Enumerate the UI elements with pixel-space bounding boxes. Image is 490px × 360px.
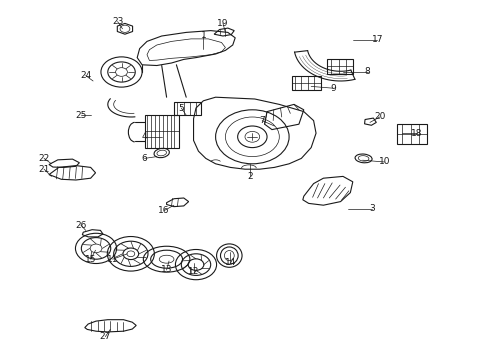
- Text: 1: 1: [200, 31, 206, 40]
- Text: 13: 13: [161, 266, 172, 274]
- Text: 24: 24: [80, 71, 91, 80]
- Text: 21: 21: [38, 165, 50, 174]
- Text: 26: 26: [75, 220, 87, 230]
- Bar: [145, 115, 179, 148]
- Text: 23: 23: [112, 17, 123, 26]
- Text: 7: 7: [259, 116, 265, 125]
- Text: 25: 25: [75, 111, 87, 120]
- Text: 22: 22: [39, 154, 49, 163]
- Text: 19: 19: [217, 19, 229, 28]
- Text: 15: 15: [85, 255, 97, 264]
- Text: 2: 2: [247, 172, 253, 181]
- Text: 27: 27: [99, 332, 111, 341]
- Text: 11: 11: [107, 255, 119, 264]
- Text: 16: 16: [158, 206, 170, 215]
- Text: 4: 4: [142, 132, 147, 141]
- Text: 14: 14: [224, 258, 236, 267]
- Text: 10: 10: [379, 157, 391, 166]
- Text: 3: 3: [369, 204, 375, 213]
- Text: 12: 12: [188, 267, 199, 276]
- Text: 17: 17: [371, 35, 383, 44]
- Text: 6: 6: [142, 154, 147, 163]
- Text: 18: 18: [411, 129, 422, 138]
- Text: 20: 20: [374, 112, 386, 121]
- Text: 9: 9: [330, 84, 336, 93]
- Bar: [292, 76, 321, 90]
- Bar: [174, 102, 201, 115]
- Text: 8: 8: [365, 68, 370, 77]
- Bar: [397, 124, 427, 144]
- Text: 5: 5: [178, 104, 184, 112]
- Bar: [327, 59, 353, 74]
